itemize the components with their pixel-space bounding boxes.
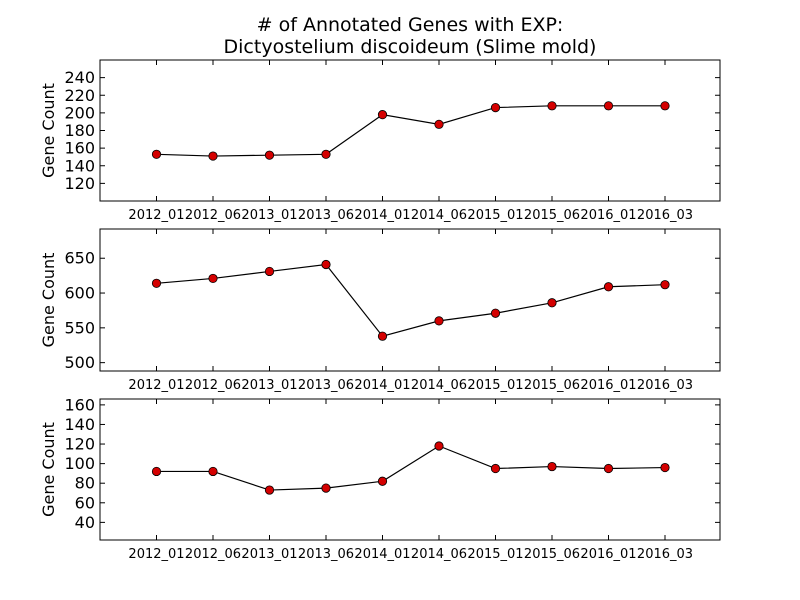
data-point <box>547 298 557 308</box>
y-tick-label: 120 <box>64 174 95 193</box>
data-point <box>603 101 614 111</box>
x-tick-label: 2014_06 <box>411 547 467 562</box>
x-tick-label: 2012_06 <box>185 547 241 562</box>
data-point <box>151 278 162 288</box>
x-tick-label: 2015_01 <box>467 208 523 223</box>
panel-frame <box>99 398 721 541</box>
x-tick-label: 2012_06 <box>185 208 241 223</box>
y-tick-label: 140 <box>64 415 95 434</box>
x-tick-label: 2012_06 <box>185 378 241 393</box>
data-point <box>321 149 331 159</box>
y-tick-label: 60 <box>75 493 95 512</box>
y-axis-label: Gene Count <box>39 422 58 517</box>
x-tick-label: 2015_06 <box>524 208 580 223</box>
data-point <box>490 308 501 318</box>
y-tick-label: 40 <box>75 513 95 532</box>
y-tick-label: 80 <box>75 474 95 493</box>
x-tick-label: 2012_01 <box>128 378 184 393</box>
series-line <box>156 445 666 491</box>
y-tick-label: 100 <box>64 454 95 473</box>
x-tick-label: 2015_01 <box>467 547 523 562</box>
y-tick-label: 140 <box>64 156 95 175</box>
x-tick-label: 2016_03 <box>637 378 693 393</box>
x-tick-label: 2014_01 <box>354 547 410 562</box>
data-point <box>264 485 275 495</box>
x-tick-label: 2016_01 <box>580 378 636 393</box>
data-point <box>434 441 444 451</box>
x-tick-label: 2013_01 <box>241 547 297 562</box>
data-point <box>434 316 444 326</box>
chart-title-line-2: Dictyostelium discoideum (Slime mold) <box>224 36 597 58</box>
y-tick-label: 180 <box>64 121 95 140</box>
data-point <box>377 331 388 341</box>
x-tick-label: 2015_06 <box>524 547 580 562</box>
y-tick-label: 220 <box>64 86 95 105</box>
data-point <box>264 266 275 277</box>
y-tick-label: 200 <box>64 103 95 122</box>
x-tick-label: 2014_01 <box>354 378 410 393</box>
data-point <box>660 280 670 290</box>
x-tick-label: 2013_06 <box>298 208 354 223</box>
y-tick-label: 240 <box>64 68 95 87</box>
y-tick-label: 120 <box>64 435 95 454</box>
data-point <box>603 282 614 292</box>
data-point <box>377 110 388 120</box>
x-tick-label: 2016_03 <box>637 547 693 562</box>
data-point <box>547 461 557 472</box>
x-tick-label: 2016_01 <box>580 547 636 562</box>
panel-frame <box>99 59 721 202</box>
data-point <box>490 102 501 113</box>
y-tick-label: 550 <box>64 318 95 337</box>
y-tick-label: 600 <box>64 284 95 303</box>
data-point <box>208 151 218 161</box>
data-point <box>151 149 162 159</box>
x-tick-label: 2012_01 <box>128 547 184 562</box>
y-tick-label: 160 <box>64 139 95 158</box>
data-point <box>321 483 331 493</box>
x-tick-label: 2015_06 <box>524 378 580 393</box>
x-tick-label: 2015_01 <box>467 378 523 393</box>
y-tick-label: 160 <box>64 395 95 414</box>
series-line <box>156 105 665 157</box>
x-tick-label: 2013_06 <box>298 378 354 393</box>
data-point <box>151 466 162 477</box>
panel-frame <box>99 228 721 372</box>
y-tick-label: 500 <box>64 353 95 372</box>
x-tick-label: 2016_01 <box>580 208 636 223</box>
x-tick-label: 2016_03 <box>637 208 693 223</box>
y-axis-label: Gene Count <box>39 83 58 178</box>
series-line <box>156 263 666 337</box>
data-point <box>264 150 275 160</box>
x-tick-label: 2014_01 <box>354 208 410 223</box>
data-point <box>208 466 218 477</box>
x-tick-label: 2013_01 <box>241 378 297 393</box>
data-point <box>660 101 670 111</box>
x-tick-label: 2013_06 <box>298 547 354 562</box>
data-point <box>434 119 444 129</box>
y-tick-label: 650 <box>64 249 95 268</box>
data-point <box>321 259 331 270</box>
chart-title-line-1: # of Annotated Genes with EXP: <box>257 14 564 36</box>
x-tick-label: 2014_06 <box>411 208 467 223</box>
data-point <box>490 463 501 474</box>
data-point <box>547 101 557 111</box>
x-tick-label: 2012_01 <box>128 208 184 223</box>
data-point <box>377 476 388 486</box>
data-point <box>603 463 614 474</box>
data-point <box>208 273 218 284</box>
x-tick-label: 2013_01 <box>241 208 297 223</box>
y-axis-label: Gene Count <box>39 253 58 348</box>
x-tick-label: 2014_06 <box>411 378 467 393</box>
data-point <box>660 462 670 473</box>
panel-2: 500 550 600 650 2012_01 2012_06 2013_01 2013_06… <box>39 228 721 393</box>
